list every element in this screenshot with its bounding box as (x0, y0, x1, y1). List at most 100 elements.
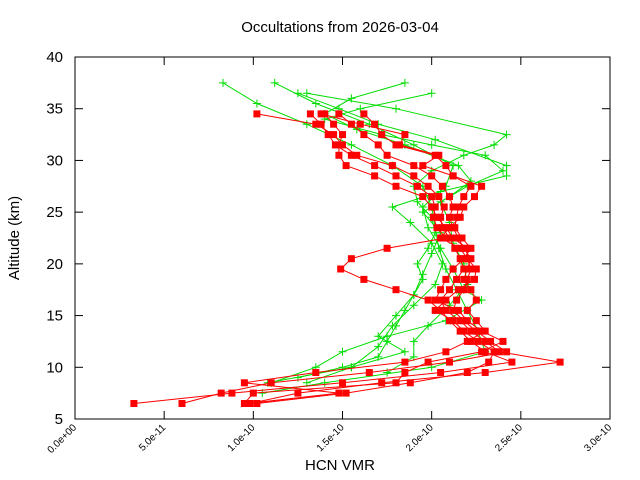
data-point-marker (228, 389, 236, 397)
data-point-marker (463, 369, 471, 376)
data-point-marker (490, 140, 499, 149)
data-point-marker (335, 141, 343, 149)
data-point-marker (324, 131, 332, 139)
y-tick-label: 5 (55, 411, 63, 428)
data-point-marker (267, 379, 275, 387)
data-point-marker (467, 255, 475, 263)
data-point-marker (371, 120, 379, 128)
data-point-marker (441, 265, 450, 273)
data-point-marker (474, 337, 482, 345)
data-point-marker (478, 182, 486, 190)
data-point-marker (449, 306, 457, 314)
data-point-marker (339, 141, 346, 149)
data-point-marker (481, 337, 489, 345)
data-point-marker (442, 162, 450, 170)
data-point-marker (392, 172, 400, 180)
data-point-marker (454, 306, 462, 314)
data-point-marker (471, 193, 478, 201)
data-point-marker (481, 327, 489, 335)
data-point-marker (339, 379, 346, 387)
data-point-marker (490, 348, 498, 356)
data-point-marker (433, 224, 441, 232)
data-point-marker (400, 78, 409, 87)
data-point-marker (458, 234, 466, 242)
data-point-marker (449, 265, 457, 273)
data-point-marker (360, 131, 368, 139)
data-point-marker (335, 151, 343, 159)
data-point-marker (437, 234, 445, 242)
data-point-marker (410, 162, 418, 170)
data-point-marker (437, 286, 445, 294)
y-tick-label: 15 (46, 308, 63, 325)
data-point-marker (442, 224, 450, 232)
data-point-marker (388, 162, 396, 170)
data-point-marker (424, 321, 433, 330)
data-point-marker (499, 337, 507, 345)
data-point-marker (347, 140, 356, 149)
series-line (322, 92, 504, 373)
data-point-marker (401, 131, 409, 139)
data-point-marker (449, 317, 457, 325)
data-point-marker (460, 286, 468, 294)
data-point-marker (438, 259, 447, 268)
data-point-marker (442, 234, 450, 242)
data-point-marker (321, 110, 329, 118)
data-point-marker (467, 265, 475, 273)
data-point-marker (252, 99, 261, 108)
data-point-marker (419, 162, 427, 170)
data-point-marker (424, 358, 432, 366)
data-point-marker (317, 110, 325, 118)
data-point-marker (330, 120, 338, 128)
data-point-marker (312, 369, 320, 376)
data-point-marker (472, 327, 480, 335)
data-point-marker (338, 347, 347, 356)
data-point-marker (446, 358, 453, 366)
data-point-marker (401, 358, 409, 366)
x-tick-label: 2.0e-10 (404, 422, 436, 454)
data-point-marker (317, 120, 325, 128)
data-point-marker (374, 332, 383, 341)
data-point-marker (463, 317, 471, 325)
data-point-marker (435, 151, 443, 159)
data-point-marker (460, 193, 468, 201)
data-point-marker (456, 317, 464, 325)
data-point-marker (442, 275, 450, 283)
data-point-marker (431, 296, 439, 304)
data-point-marker (338, 363, 347, 372)
data-point-marker (431, 280, 440, 289)
data-point-marker (456, 327, 464, 335)
data-point-marker (406, 218, 415, 227)
x-axis-label: HCN VMR (305, 457, 375, 474)
data-point-marker (347, 151, 355, 159)
data-point-marker (467, 244, 475, 252)
data-point-marker (487, 337, 494, 345)
y-tick-label: 10 (46, 359, 63, 376)
data-point-marker (556, 358, 564, 366)
x-tick-label: 5.0e-11 (137, 422, 169, 454)
data-point-marker (388, 203, 397, 211)
data-point-marker (249, 389, 257, 397)
data-point-marker (383, 337, 392, 346)
data-point-marker (453, 296, 461, 304)
data-point-marker (437, 369, 445, 376)
data-point-marker (410, 172, 418, 180)
data-point-marker (306, 110, 314, 118)
data-point-marker (244, 400, 252, 407)
data-point-marker (446, 224, 453, 232)
data-point-marker (440, 203, 448, 211)
data-point-marker (392, 141, 400, 149)
data-point-marker (446, 317, 453, 325)
data-point-marker (446, 213, 453, 221)
data-point-marker (424, 296, 432, 304)
data-point-marker (508, 358, 516, 366)
data-point-marker (392, 321, 400, 330)
data-point-marker (481, 151, 490, 160)
data-point-marker (502, 130, 511, 139)
y-tick-label: 30 (46, 152, 63, 169)
data-point-marker (436, 244, 445, 253)
data-point-marker (485, 358, 493, 366)
x-tick-label: 2.5e-10 (493, 422, 525, 454)
data-point-marker (406, 379, 414, 387)
data-point-marker (360, 110, 368, 118)
data-point-marker (442, 306, 450, 314)
